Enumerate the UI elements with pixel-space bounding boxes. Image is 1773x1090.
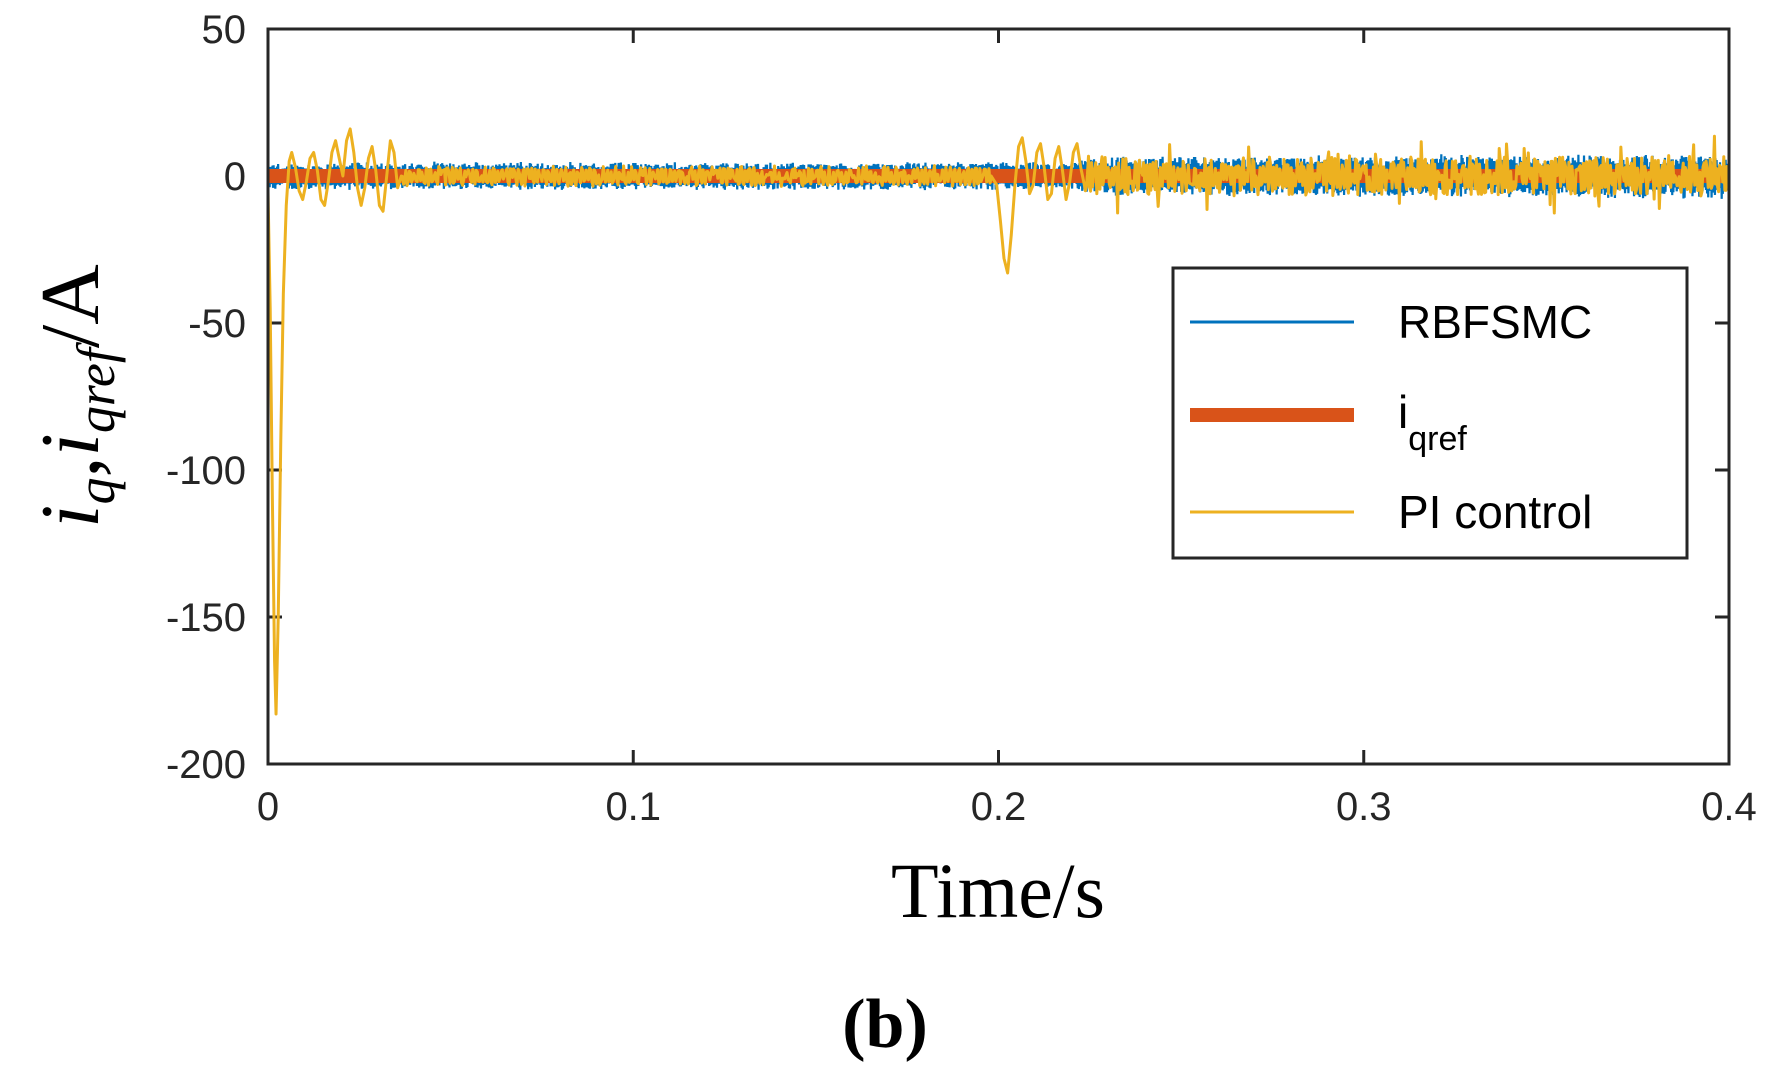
y-tick-label: 50 bbox=[202, 8, 247, 52]
x-axis-label: Time/s bbox=[891, 847, 1105, 934]
x-tick-label: 0.4 bbox=[1701, 785, 1757, 829]
x-tick-label: 0.3 bbox=[1336, 785, 1392, 829]
panel-annotation: (b) bbox=[842, 986, 928, 1063]
y-tick-label: -100 bbox=[166, 449, 246, 493]
axes-box bbox=[266, 27, 1731, 766]
y-tick-label: 0 bbox=[224, 155, 246, 199]
y-tick-label: -200 bbox=[166, 743, 246, 787]
x-tick-label: 0 bbox=[257, 785, 279, 829]
y-axis-label-sub1: q bbox=[66, 477, 126, 504]
x-tick-label: 0.1 bbox=[605, 785, 661, 829]
series-pi-control-line bbox=[268, 127, 1729, 716]
y-tick-label: -50 bbox=[188, 302, 246, 346]
y-tick-label: -150 bbox=[166, 596, 246, 640]
y-axis-label-unit: /A bbox=[24, 264, 117, 348]
plot-area bbox=[268, 127, 1729, 716]
legend-label-iqref-sub: qref bbox=[1408, 420, 1467, 458]
y-axis-label-sub2: qref bbox=[66, 341, 126, 433]
legend-label-rbfsmc: RBFSMC bbox=[1398, 296, 1592, 348]
y-axis-label-sep: , bbox=[24, 456, 117, 477]
legend-label-pi-control: PI control bbox=[1398, 486, 1592, 538]
y-tick-labels: 50 0 -50 -100 -150 -200 bbox=[166, 8, 246, 787]
series-layer bbox=[268, 127, 1729, 716]
legend-label-iqref: iqref bbox=[1398, 386, 1467, 458]
x-tick-label: 0.2 bbox=[971, 785, 1027, 829]
y-axis-label-main1: i bbox=[24, 504, 117, 527]
y-axis-label-main2: i bbox=[24, 433, 117, 456]
x-tick-labels: 0 0.1 0.2 0.3 0.4 bbox=[257, 785, 1757, 829]
y-axis-label: iq,iqref/A bbox=[24, 264, 126, 528]
legend: RBFSMC iqref PI control bbox=[1171, 266, 1689, 560]
